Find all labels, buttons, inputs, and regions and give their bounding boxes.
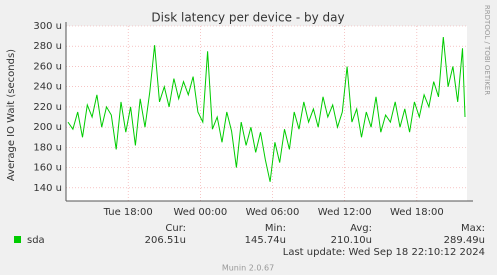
x-tick-label: Wed 06:00 [246,207,300,218]
y-axis-label: Average IO Wait (seconds) [6,49,17,181]
x-tick-label: Wed 18:00 [390,207,444,218]
stat-label: Cur: [165,223,186,234]
stat-value: 206.51u [145,235,186,246]
x-tick-label: Wed 12:00 [318,207,372,218]
y-tick-label: 200 u [33,122,62,133]
last-update: Last update: Wed Sep 18 22:10:12 2024 [283,247,485,258]
x-tick-label: Wed 00:00 [173,207,227,218]
y-tick-label: 280 u [33,41,62,52]
footer: Munin 2.0.67 [222,264,274,273]
stat-label: Avg: [350,223,372,234]
stat-label: Max: [461,223,485,234]
y-tick-label: 260 u [33,61,62,72]
stat-label: Min: [265,223,286,234]
stat-value: 145.74u [245,235,286,246]
legend-label: sda [27,235,45,246]
data-line [67,37,466,182]
x-tick-label: Tue 18:00 [103,207,153,218]
plot-area [66,26,467,201]
stat-value: 289.49u [444,235,485,246]
legend-swatch [14,236,21,243]
y-tick-label: 160 u [33,163,62,174]
y-tick-label: 180 u [33,142,62,153]
stat-value: 210.10u [331,235,372,246]
y-tick-label: 140 u [33,183,62,194]
y-tick-label: 300 u [33,21,62,32]
side-text: RRDTOOL / TOBI OETIKER [483,5,491,95]
y-tick-label: 240 u [33,82,62,93]
chart-title: Disk latency per device - by day [151,11,344,25]
y-tick-label: 220 u [33,102,62,113]
